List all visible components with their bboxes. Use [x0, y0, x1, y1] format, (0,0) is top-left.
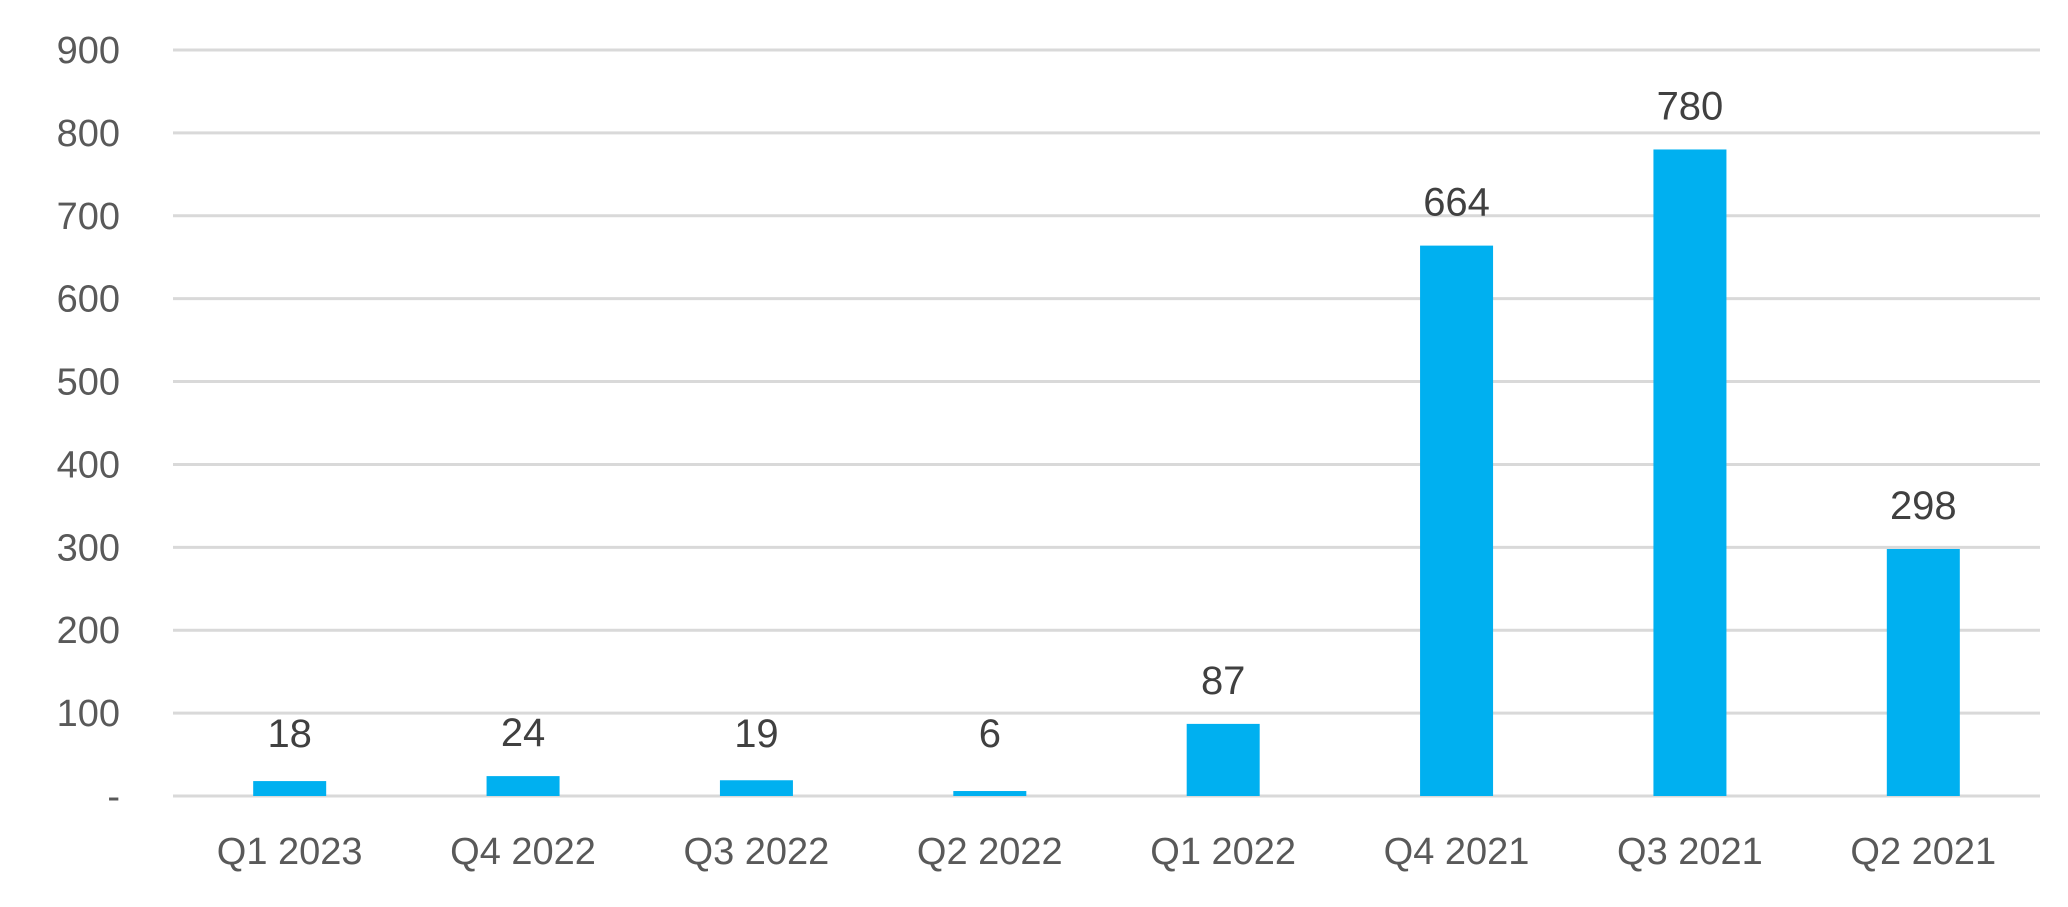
x-tick-label: Q4 2022 — [450, 831, 596, 873]
data-label: 298 — [1890, 484, 1957, 528]
y-tick-label: 500 — [57, 362, 120, 404]
bar — [486, 776, 560, 796]
y-tick-label: 600 — [57, 279, 120, 321]
data-label: 18 — [267, 712, 312, 756]
data-label: 19 — [734, 712, 779, 756]
bar — [1186, 723, 1260, 796]
x-tick-label: Q1 2023 — [217, 831, 363, 873]
y-tick-label: 400 — [57, 444, 120, 486]
y-tick-label: 800 — [57, 113, 120, 155]
x-tick-label: Q2 2022 — [917, 831, 1063, 873]
data-label: 780 — [1657, 84, 1724, 128]
y-tick-label: 900 — [57, 30, 120, 72]
gridlines — [173, 48, 2040, 798]
data-label: 6 — [979, 712, 1001, 756]
x-tick-label: Q4 2021 — [1384, 831, 1530, 873]
bar — [1420, 245, 1494, 796]
x-axis-ticks: Q1 2023 Q4 2022 Q3 2022 Q2 2022 Q1 2022 Q4 20… — [217, 831, 1996, 873]
x-tick-label: Q3 2021 — [1617, 831, 1763, 873]
data-label: 664 — [1423, 181, 1490, 225]
y-tick-label: 200 — [57, 610, 120, 652]
y-tick-label: 700 — [57, 196, 120, 238]
y-axis-ticks: - 100 200 300 400 500 600 700 800 900 — [57, 30, 120, 818]
x-tick-label: Q1 2022 — [1150, 831, 1296, 873]
bar — [1653, 149, 1727, 796]
bar — [1886, 548, 1960, 796]
data-label: 24 — [501, 711, 546, 755]
x-tick-label: Q3 2022 — [684, 831, 830, 873]
bars — [253, 149, 1960, 796]
x-tick-label: Q2 2021 — [1850, 831, 1996, 873]
data-labels: 18 24 19 6 87 664 780 298 — [267, 84, 1956, 756]
data-label: 87 — [1201, 659, 1246, 703]
y-tick-label: 100 — [57, 693, 120, 735]
bar — [953, 791, 1027, 796]
y-tick-label: - — [107, 776, 120, 818]
y-tick-label: 300 — [57, 527, 120, 569]
bar — [719, 780, 793, 796]
bar — [253, 781, 327, 796]
